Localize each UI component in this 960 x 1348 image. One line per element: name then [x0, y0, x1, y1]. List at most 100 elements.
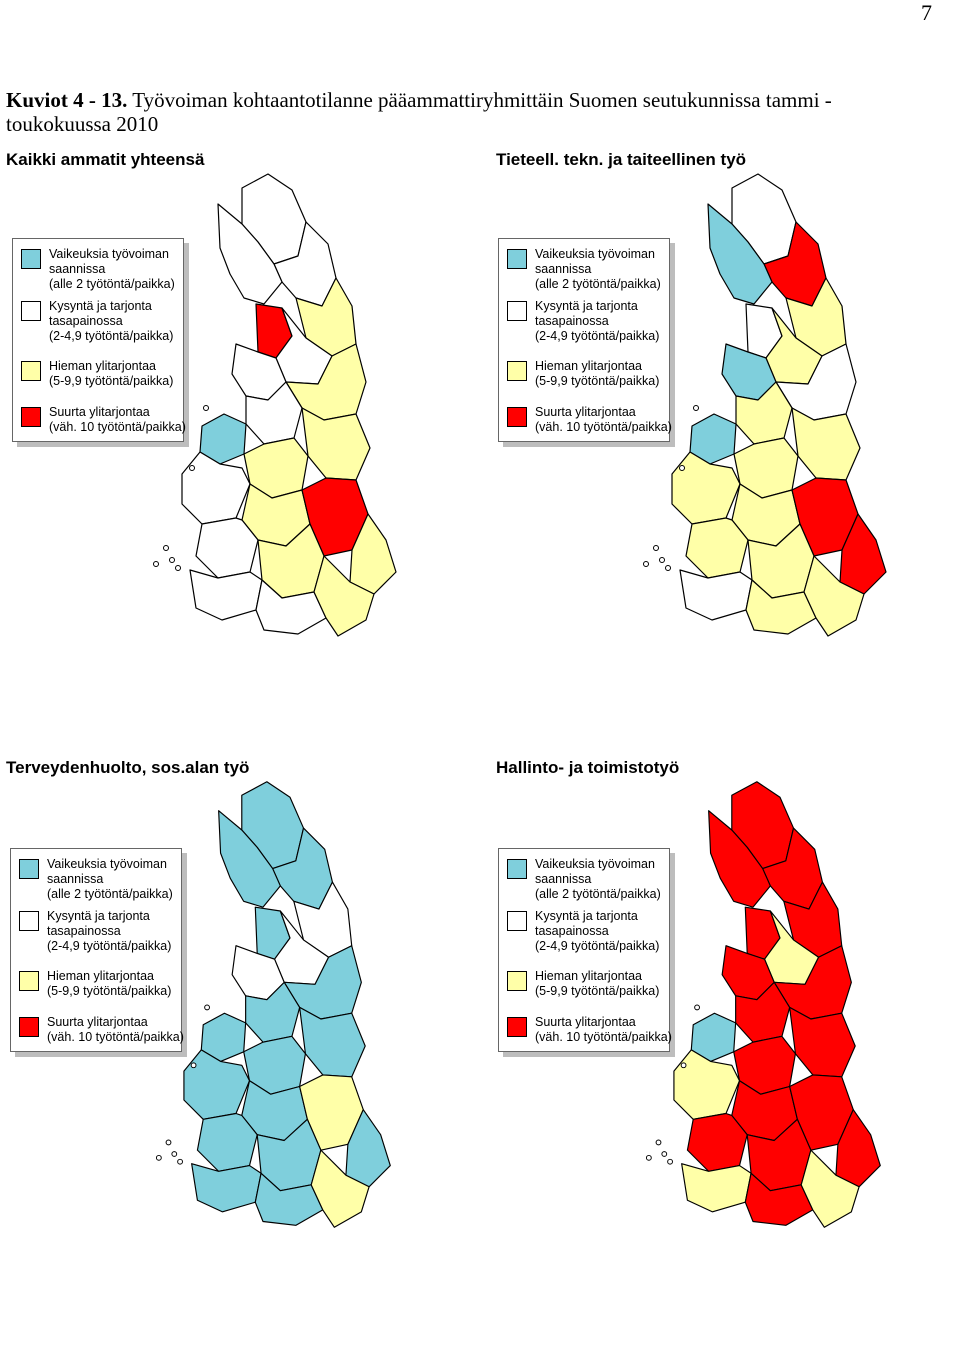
region-17 — [686, 1112, 748, 1172]
legend-label-line: (väh. 10 työtöntä/paikka) — [47, 1030, 184, 1044]
legend-swatch — [507, 361, 527, 381]
legend-label: Kysyntä ja tarjonta tasapainossa (2-4,9 ty… — [535, 909, 675, 954]
region-20 — [254, 1172, 324, 1226]
legend-label-line: tasapainossa — [47, 924, 121, 938]
map-legend: Vaikeuksia työvoiman saannissa (alle 2 työ… — [10, 848, 184, 1052]
legend-label-line: saannissa — [49, 262, 106, 276]
island-5 — [190, 1062, 197, 1069]
island-2 — [171, 1151, 178, 1157]
region-11 — [789, 1006, 856, 1078]
map-legend: Vaikeuksia työvoiman saannissa (alle 2 työ… — [12, 238, 186, 442]
map-panel-health-social: Terveydenhuolto, sos.alan työ Vaikeuksia… — [6, 758, 466, 1348]
island-5 — [679, 465, 685, 471]
legend-label-line: Kysyntä ja tarjonta — [535, 909, 638, 923]
legend-swatch — [21, 361, 41, 381]
legend-label: Hieman ylitarjontaa (5-9,9 työtöntä/paikk… — [49, 359, 189, 389]
island-3 — [177, 1158, 183, 1165]
region-19 — [679, 569, 753, 621]
legend-label-line: Kysyntä ja tarjonta — [49, 299, 152, 313]
map-legend: Vaikeuksia työvoiman saannissa (alle 2 työ… — [498, 848, 672, 1052]
legend-swatch — [19, 971, 39, 991]
panel-title: Hallinto- ja toimistotyö — [496, 758, 680, 777]
legend-swatch — [507, 1017, 527, 1037]
legend-label-line: (väh. 10 työtöntä/paikka) — [49, 420, 186, 434]
panel-title: Tieteell. tekn. ja taiteellinen työ — [496, 150, 747, 169]
island-2 — [661, 1151, 668, 1157]
map-panel-administration-office: Hallinto- ja toimistotyö Vaikeuksia työv… — [496, 758, 956, 1348]
panel-title: Terveydenhuolto, sos.alan työ — [6, 758, 250, 777]
island-4 — [643, 561, 649, 567]
region-3 — [707, 203, 773, 305]
island-6 — [203, 405, 209, 411]
legend-swatch — [507, 407, 527, 427]
island-6 — [204, 1004, 210, 1011]
legend-label: Suurta ylitarjontaa (väh. 10 työtöntä/pai… — [535, 405, 675, 435]
island-3 — [665, 565, 671, 571]
legend-swatch — [507, 911, 527, 931]
island-1 — [655, 1139, 662, 1146]
legend-swatch — [19, 1017, 39, 1037]
region-20 — [744, 1172, 814, 1226]
legend-label: Vaikeuksia työvoiman saannissa (alle 2 työ… — [47, 857, 187, 902]
island-1 — [163, 545, 169, 551]
panel-title: Kaikki ammatit yhteensä — [6, 150, 205, 169]
legend-label-line: Vaikeuksia työvoiman — [535, 857, 655, 871]
region-20 — [745, 579, 817, 635]
map-panel-all-occupations: Kaikki ammatit yhteensä Vaikeuksia työvo… — [6, 150, 466, 740]
legend-label: Suurta ylitarjontaa (väh. 10 työtöntä/pai… — [49, 405, 189, 435]
region-9 — [245, 981, 301, 1043]
finland-map — [643, 173, 887, 637]
region-9 — [245, 381, 303, 445]
legend-label: Suurta ylitarjontaa (väh. 10 työtöntä/pai… — [535, 1015, 675, 1045]
legend-swatch — [21, 301, 41, 321]
legend-label-line: Suurta ylitarjontaa — [535, 405, 636, 419]
region-21 — [313, 555, 375, 637]
region-11 — [299, 1006, 366, 1078]
legend-swatch — [19, 911, 39, 931]
island-1 — [165, 1139, 172, 1146]
region-17 — [195, 517, 259, 579]
caption-text: Työvoiman kohtaantotilanne pääammattiryh… — [6, 88, 832, 136]
legend-label-line: (5-9,9 työtöntä/paikka) — [535, 374, 660, 388]
region-21 — [803, 555, 865, 637]
region-21 — [800, 1149, 860, 1228]
region-19 — [189, 569, 263, 621]
region-13 — [671, 451, 741, 525]
region-17 — [196, 1112, 258, 1172]
island-2 — [659, 557, 665, 563]
legend-label-line: (alle 2 työtöntä/paikka) — [49, 277, 175, 291]
region-3 — [218, 810, 281, 908]
legend-label-line: Suurta ylitarjontaa — [535, 1015, 636, 1029]
legend-swatch — [507, 971, 527, 991]
legend-label-line: (alle 2 työtöntä/paikka) — [47, 887, 173, 901]
page-number: 7 — [921, 0, 932, 25]
legend-label: Suurta ylitarjontaa (väh. 10 työtöntä/pai… — [47, 1015, 187, 1045]
island-3 — [667, 1158, 673, 1165]
caption-label: Kuviot 4 - 13. — [6, 88, 128, 112]
finland-map — [645, 781, 881, 1228]
legend-label-line: Vaikeuksia työvoiman — [47, 857, 167, 871]
legend-label: Kysyntä ja tarjonta tasapainossa (2-4,9 ty… — [49, 299, 189, 344]
region-15 — [301, 477, 369, 557]
legend-label-line: Hieman ylitarjontaa — [535, 359, 642, 373]
legend-label: Hieman ylitarjontaa (5-9,9 työtöntä/paikk… — [535, 359, 675, 389]
legend-label-line: Kysyntä ja tarjonta — [47, 909, 150, 923]
map-panel-science-tech-art: Tieteell. tekn. ja taiteellinen työ Vaik… — [496, 150, 956, 740]
region-19 — [681, 1163, 752, 1213]
region-15 — [791, 477, 859, 557]
legend-label-line: (2-4,9 työtöntä/paikka) — [47, 939, 172, 953]
finland-map — [155, 781, 391, 1228]
legend-label-line: tasapainossa — [535, 924, 609, 938]
legend-label-line: (väh. 10 työtöntä/paikka) — [535, 1030, 672, 1044]
legend-swatch — [507, 859, 527, 879]
region-9 — [735, 981, 791, 1043]
legend-label-line: Hieman ylitarjontaa — [535, 969, 642, 983]
legend-label-line: Hieman ylitarjontaa — [49, 359, 156, 373]
finland-map — [153, 173, 397, 637]
legend-label-line: Hieman ylitarjontaa — [47, 969, 154, 983]
region-15 — [789, 1074, 854, 1151]
legend-label-line: saannissa — [535, 872, 592, 886]
region-11 — [791, 407, 861, 481]
legend-label-line: (5-9,9 työtöntä/paikka) — [47, 984, 172, 998]
legend-label-line: (5-9,9 työtöntä/paikka) — [535, 984, 660, 998]
